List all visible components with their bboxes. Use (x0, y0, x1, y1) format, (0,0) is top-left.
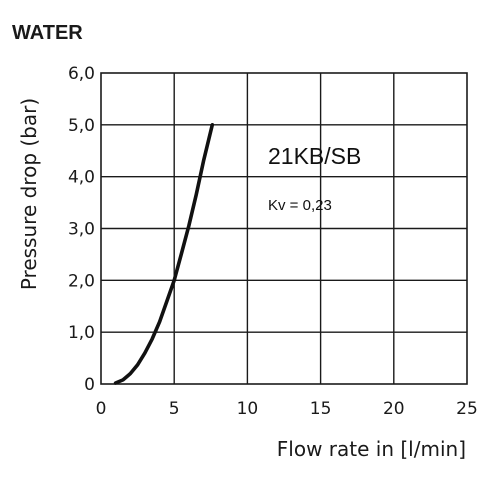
series-layer (113, 123, 215, 385)
x-tick-label: 5 (169, 399, 180, 419)
chart-title: WATER (12, 22, 83, 44)
y-tick-label: 1,0 (68, 323, 95, 343)
x-tick-label: 25 (456, 399, 478, 419)
x-tick-label: 10 (237, 399, 259, 419)
x-tick-label: 20 (383, 399, 405, 419)
pressure-drop-curve (113, 123, 215, 385)
x-tick-label: 0 (96, 399, 107, 419)
y-tick-label: 4,0 (68, 168, 95, 188)
y-axis-label: Pressure drop (bar) (17, 98, 41, 290)
y-tick-label: 2,0 (68, 271, 95, 291)
y-tick-label: 5,0 (68, 116, 95, 136)
kv-annotation: Kv = 0,23 (268, 197, 332, 214)
grid (100, 72, 468, 385)
y-tick-label: 0 (84, 375, 95, 395)
x-axis-label: Flow rate in [l/min] (277, 437, 466, 461)
model-annotation: 21KB/SB (268, 143, 361, 169)
tick-labels: 0 5 10 15 20 25 0 1,0 2,0 3,0 4,0 5,0 6,0 (68, 64, 478, 419)
plot-frame (100, 72, 468, 385)
x-tick-label: 15 (310, 399, 332, 419)
y-tick-label: 6,0 (68, 64, 95, 84)
y-tick-label: 3,0 (68, 220, 95, 240)
